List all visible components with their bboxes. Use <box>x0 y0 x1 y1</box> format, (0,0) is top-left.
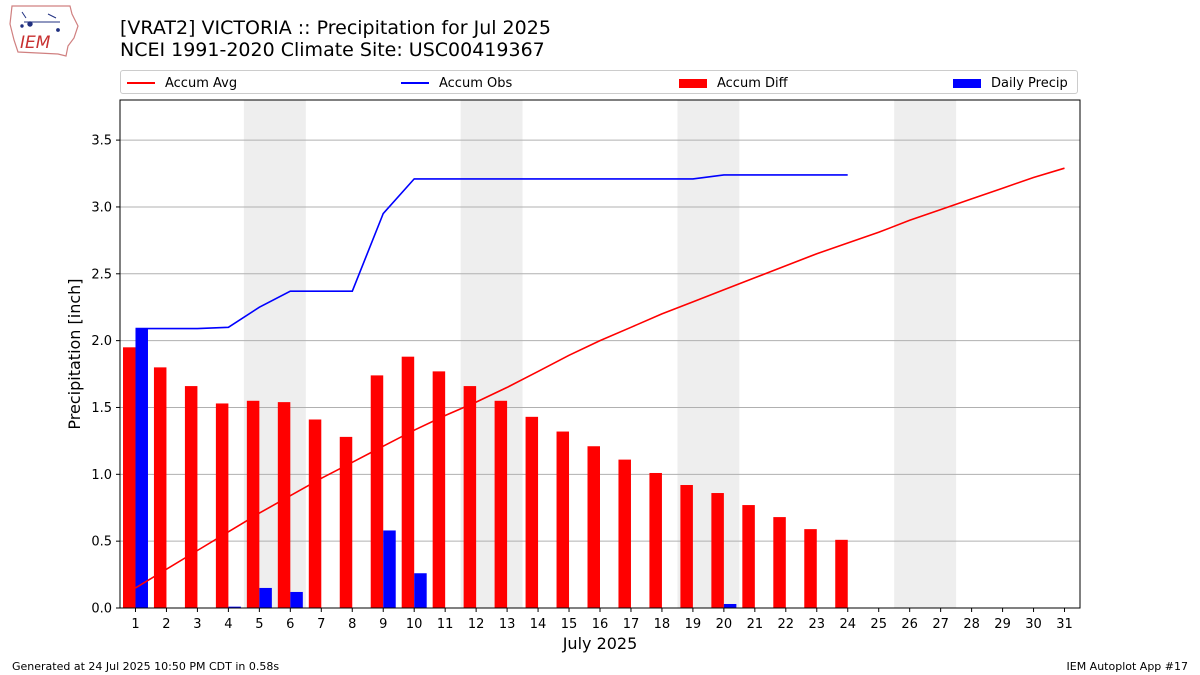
bar-accum-diff <box>556 431 570 608</box>
legend-item-accum-avg: Accum Avg <box>127 74 237 92</box>
bar-accum-diff <box>308 419 322 608</box>
x-tick-label: 31 <box>1056 617 1073 632</box>
legend-swatch <box>127 82 155 84</box>
bar-accum-diff <box>277 402 291 608</box>
x-tick-label: 18 <box>654 617 671 632</box>
x-tick-label: 4 <box>224 617 232 632</box>
footer-generated: Generated at 24 Jul 2025 10:50 PM CDT in… <box>12 660 280 673</box>
chart-title: [VRAT2] VICTORIA :: Precipitation for Ju… <box>120 17 551 39</box>
x-tick-label: 24 <box>839 617 856 632</box>
bar-daily-precip <box>383 530 396 608</box>
bar-accum-diff <box>525 416 539 608</box>
bar-accum-diff <box>339 436 353 608</box>
bar-accum-diff <box>649 472 662 608</box>
y-tick-label: 1.5 <box>91 401 112 416</box>
x-tick-label: 19 <box>685 617 702 632</box>
bar-accum-diff <box>742 505 755 608</box>
x-tick-label: 3 <box>193 617 201 632</box>
logo-text: IEM <box>20 33 51 53</box>
bar-accum-diff <box>773 517 786 608</box>
legend-label: Accum Avg <box>165 75 238 91</box>
legend-label: Accum Diff <box>717 75 788 91</box>
bar-accum-diff <box>587 446 600 608</box>
x-axis-label: July 2025 <box>562 634 638 653</box>
x-tick-label: 13 <box>499 617 516 632</box>
bar-accum-diff <box>711 493 724 608</box>
bar-daily-precip <box>414 573 427 608</box>
legend-label: Daily Precip <box>991 75 1068 91</box>
bar-daily-precip <box>259 587 272 608</box>
x-tick-label: 20 <box>716 617 733 632</box>
bar-accum-diff <box>246 400 260 608</box>
x-tick-label: 8 <box>348 617 356 632</box>
x-tick-label: 27 <box>932 617 949 632</box>
x-tick-label: 12 <box>468 617 485 632</box>
y-tick-label: 3.0 <box>91 200 112 215</box>
bar-daily-precip <box>228 606 241 608</box>
x-tick-label: 9 <box>379 617 387 632</box>
bar-accum-diff <box>370 375 384 608</box>
line-accum-avg <box>135 167 1065 589</box>
bar-accum-diff <box>122 347 136 608</box>
x-tick-label: 10 <box>406 617 423 632</box>
bar-accum-diff <box>494 400 508 608</box>
x-tick-label: 21 <box>747 617 764 632</box>
legend-swatch <box>953 78 981 88</box>
x-tick-label: 29 <box>994 617 1011 632</box>
y-tick-label: 0.5 <box>91 535 112 550</box>
bar-daily-precip <box>723 603 737 608</box>
x-tick-label: 5 <box>255 617 263 632</box>
legend-item-accum-diff: Accum Diff <box>679 74 788 92</box>
bar-daily-precip <box>135 328 148 608</box>
bar-accum-diff <box>401 356 415 608</box>
weekend-shading <box>894 100 957 608</box>
x-tick-label: 1 <box>131 617 139 632</box>
x-tick-label: 25 <box>870 617 887 632</box>
bar-accum-diff <box>463 386 477 608</box>
x-tick-label: 14 <box>530 617 547 632</box>
bar-accum-diff <box>835 539 848 608</box>
y-tick-label: 2.5 <box>91 267 112 282</box>
bar-accum-diff <box>618 459 631 608</box>
legend-item-daily-precip: Daily Precip <box>953 74 1068 92</box>
bar-accum-diff <box>184 386 198 608</box>
y-tick-label: 0.0 <box>91 602 112 617</box>
footer-app: IEM Autoplot App #17 <box>1066 660 1189 673</box>
bar-accum-diff <box>215 403 229 608</box>
x-tick-label: 6 <box>286 617 294 632</box>
x-tick-label: 30 <box>1025 617 1042 632</box>
x-tick-label: 17 <box>623 617 640 632</box>
x-tick-label: 28 <box>963 617 980 632</box>
x-tick-label: 7 <box>317 617 325 632</box>
legend-swatch <box>401 82 429 84</box>
bar-accum-diff <box>153 367 167 608</box>
x-tick-label: 26 <box>901 617 918 632</box>
y-axis-label: Precipitation [inch] <box>65 278 84 429</box>
y-tick-label: 1.0 <box>91 468 112 483</box>
x-tick-label: 23 <box>809 617 826 632</box>
bar-daily-precip <box>290 591 303 608</box>
x-tick-label: 22 <box>778 617 795 632</box>
iem-logo: IEM <box>9 5 79 57</box>
bar-accum-diff <box>680 485 693 608</box>
legend-label: Accum Obs <box>439 75 513 91</box>
x-tick-label: 11 <box>437 617 454 632</box>
chart-subtitle: NCEI 1991-2020 Climate Site: USC00419367 <box>120 39 545 61</box>
legend-item-accum-obs: Accum Obs <box>401 74 512 92</box>
legend-swatch <box>679 78 707 88</box>
bar-accum-diff <box>804 529 817 608</box>
x-tick-label: 16 <box>592 617 609 632</box>
line-accum-obs <box>135 174 848 330</box>
legend: Accum Avg Accum Obs Accum Diff Daily Pre… <box>120 70 1078 94</box>
x-tick-label: 15 <box>561 617 578 632</box>
bar-accum-diff <box>432 371 446 608</box>
y-tick-label: 3.5 <box>91 134 112 149</box>
x-tick-label: 2 <box>162 617 170 632</box>
y-tick-label: 2.0 <box>91 334 112 349</box>
